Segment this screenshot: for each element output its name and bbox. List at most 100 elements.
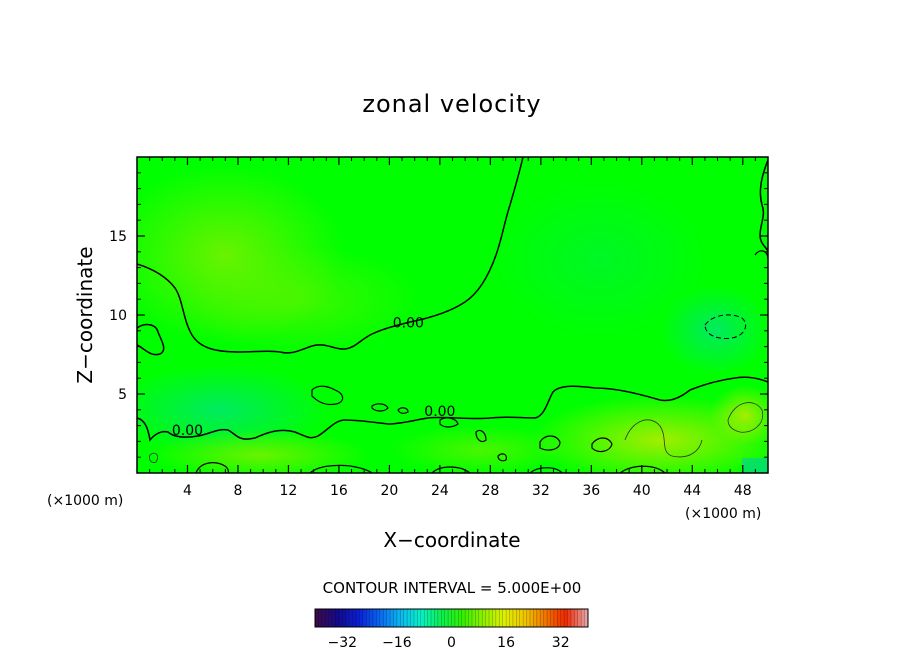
colorbar-cell [403,609,408,627]
y-tick-label: 5 [118,387,127,403]
colorbar-cell [553,609,558,627]
contour-loop [497,453,507,462]
contour-label: 0.00 [393,316,424,332]
x-tick-label: 8 [233,483,242,499]
x-unit-left: (×1000 m) [47,493,123,509]
contour-loop [311,385,344,406]
colorbar-tick-label: 0 [447,635,456,651]
colorbar-cell [560,609,565,627]
colorbar-cell [366,609,370,627]
colorbar-cell [533,609,538,627]
colorbar-cell [475,609,480,627]
colorbar-cell [540,609,544,627]
x-tick-label: 28 [481,483,499,499]
contour-loop [539,435,561,451]
colorbar-cell [557,609,561,627]
x-tick-label: 36 [582,483,600,499]
y-tick-label: 10 [109,308,127,324]
colorbar-cell [465,609,469,627]
colorbar-cell [410,609,415,627]
colorbar-cell [451,609,456,627]
x-tick-label: 16 [330,483,348,499]
contour-loop [137,323,165,356]
colorbar-cell [417,609,422,627]
y-tick-label: 15 [109,229,127,245]
colorbar-cell [454,609,459,627]
colorbar-cell [318,609,323,627]
contour-loop [397,407,409,414]
colorbar-cell [506,609,510,627]
colorbar-cell [574,609,579,627]
colorbar-cell [407,609,411,627]
chart-title: zonal velocity [362,90,541,118]
colorbar-cell [485,609,490,627]
colorbar-cell [332,609,336,627]
colorbar-cell [383,609,387,627]
contour-thin [727,402,764,433]
colorbar-cell [512,609,517,627]
y-axis-ticks: 5 10 15 [109,172,768,458]
field-patch [150,430,370,473]
colorbar-cell [519,609,524,627]
colorbar-cell [570,609,575,627]
field-patch [710,385,768,445]
colorbar-cell [448,609,452,627]
colorbar-cell [424,609,428,627]
colorbar-cell [499,609,503,627]
colorbar-cell [581,609,585,627]
field-patch [530,395,768,473]
colorbar-cell [543,609,548,627]
contour-thin [624,419,703,458]
colorbar-cell [352,609,357,627]
contour-loop [439,417,459,428]
x-tick-label: 48 [734,483,752,499]
contour-edge [759,159,768,253]
colorbar-cell [349,609,353,627]
colorbar-cell [468,609,473,627]
plot-area [137,157,768,473]
colorbar-cell [321,609,326,627]
colorbar-tick-label: −32 [328,635,358,651]
colorbar-cell [492,609,497,627]
colorbar-cell [536,609,541,627]
colorbar-cell [547,609,551,627]
field-patch [490,180,710,340]
colorbar-cell [478,609,483,627]
colorbar-tick-label: −16 [382,635,412,651]
colorbar-cell [355,609,360,627]
colorbar-ticks: −32 −16 0 16 32 [328,635,570,651]
colorbar-cell [584,609,589,627]
x-tick-label: 40 [633,483,651,499]
colorbar-cell [489,609,493,627]
contour-loop [371,403,389,412]
colorbar-cell [386,609,391,627]
colorbar-cell [400,609,405,627]
colorbar-cell [342,609,347,627]
colorbar-cell [335,609,340,627]
x-tick-label: 24 [431,483,449,499]
colorbar-cell [567,609,572,627]
colorbar-cell [362,609,367,627]
colorbar-cell [420,609,425,627]
x-tick-label: 44 [683,483,701,499]
contour-label: 0.00 [424,404,455,420]
colorbar-cell [413,609,418,627]
colorbar-cell [369,609,374,627]
x-axis-ticks: 4 8 12 16 20 24 28 32 36 40 44 48 [149,157,756,499]
colorbar-cell [441,609,445,627]
y-axis-label: Z−coordinate [73,246,97,383]
field-patch [390,425,570,473]
contour-thin [149,452,158,463]
contour-loop [475,429,487,443]
colorbar-cell [434,609,439,627]
colorbar-cell [390,609,394,627]
contour-loop [431,466,471,473]
zero-contour-lower [137,376,768,442]
colorbar-cell [396,609,401,627]
colorbar-cell [529,609,534,627]
colorbar-cell [437,609,442,627]
contour-label: 0.00 [172,423,203,439]
colorbar-cell [379,609,384,627]
colorbar-cell [526,609,531,627]
corner-patch [742,458,768,473]
